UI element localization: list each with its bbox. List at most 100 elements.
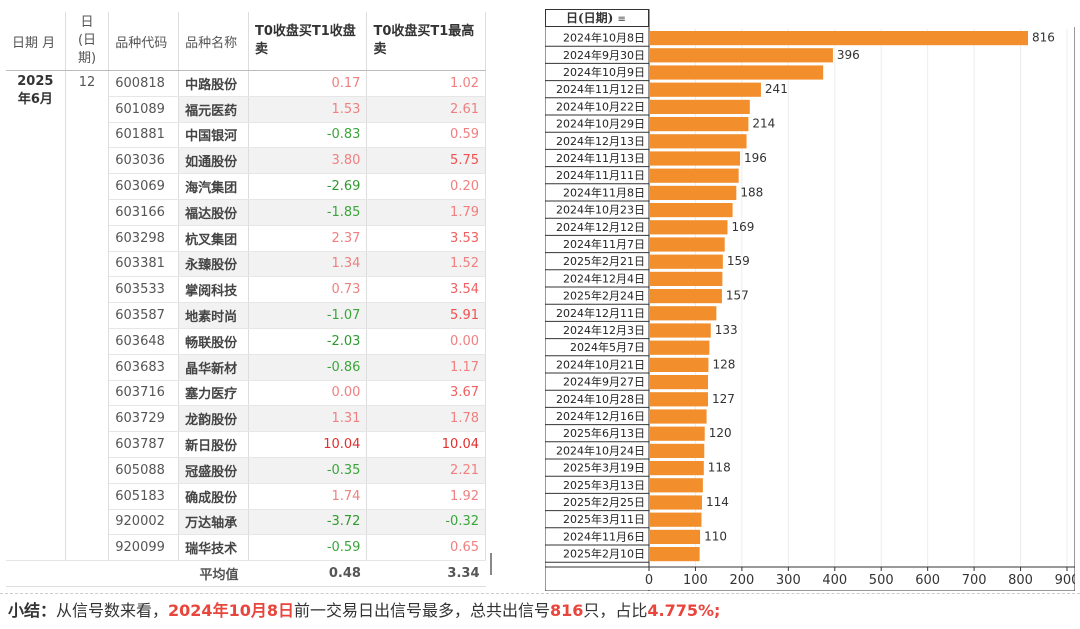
- bar[interactable]: [649, 254, 723, 269]
- x-tick-label: 200: [729, 573, 754, 588]
- stock-code: 603298: [108, 225, 180, 252]
- table-row[interactable]: 603683 晶华新材 -0.86 1.17: [6, 354, 486, 381]
- bar[interactable]: [649, 117, 749, 132]
- col-header-t1-high[interactable]: T0收盘买T1最高卖: [366, 12, 486, 71]
- bar[interactable]: [649, 512, 702, 527]
- bar-value-label: 157: [726, 289, 749, 303]
- category-label: 2024年11月7日: [563, 237, 645, 251]
- bar[interactable]: [649, 48, 833, 63]
- summary-text-1: 从信号数来看，: [56, 601, 169, 620]
- stock-name: 万达轴承: [178, 509, 249, 536]
- bar[interactable]: [649, 271, 723, 286]
- bar[interactable]: [649, 134, 747, 149]
- table-row[interactable]: 605183 确成股份 1.74 1.92: [6, 483, 486, 510]
- bar[interactable]: [649, 306, 717, 321]
- bar[interactable]: [649, 443, 705, 458]
- table-row[interactable]: 603036 如通股份 3.80 5.75: [6, 147, 486, 175]
- bar[interactable]: [649, 82, 761, 97]
- table-row[interactable]: 603787 新日股份 10.04 10.04: [6, 431, 486, 458]
- x-tick-label: 300: [776, 573, 801, 588]
- table-row[interactable]: 603533 掌阅科技 0.73 3.54: [6, 276, 486, 304]
- bar[interactable]: [649, 220, 728, 235]
- stock-code: 603381: [108, 251, 180, 278]
- bar[interactable]: [649, 357, 709, 372]
- t1-close-return: 1.34: [248, 251, 368, 278]
- category-label: 2024年11月8日: [563, 185, 645, 199]
- table-row[interactable]: 920002 万达轴承 -3.72 -0.32: [6, 509, 486, 536]
- table-row[interactable]: 603069 海汽集团 -2.69 0.20: [6, 173, 486, 200]
- bar[interactable]: [649, 237, 725, 252]
- table-scrollbar[interactable]: [490, 553, 492, 575]
- category-label: 2024年5月7日: [570, 340, 645, 354]
- table-row[interactable]: 603716 塞力医疗 0.00 3.67: [6, 380, 486, 407]
- table-row[interactable]: 603587 地素时尚 -1.07 5.91: [6, 302, 486, 329]
- group-day: 12: [65, 70, 110, 562]
- t1-high-return: 2.61: [366, 96, 486, 123]
- stock-code: 603166: [108, 199, 180, 226]
- t1-high-return: 3.54: [366, 276, 486, 304]
- table-row[interactable]: 601089 福元医药 1.53 2.61: [6, 96, 486, 123]
- bar[interactable]: [649, 151, 741, 166]
- bar[interactable]: [649, 529, 701, 544]
- category-label: 2024年10月23日: [556, 203, 645, 217]
- bar[interactable]: [649, 478, 703, 493]
- col-header-code[interactable]: 品种代码: [108, 12, 180, 71]
- table-row[interactable]: 603729 龙韵股份 1.31 1.78: [6, 405, 486, 433]
- bar[interactable]: [649, 375, 708, 390]
- t1-close-return: -0.59: [248, 534, 368, 562]
- col-header-date[interactable]: 日期 月: [6, 12, 66, 71]
- bar[interactable]: [649, 203, 733, 218]
- bar[interactable]: [649, 99, 750, 114]
- table-row[interactable]: 603648 畅联股份 -2.03 0.00: [6, 328, 486, 355]
- x-tick-label: 0: [645, 573, 653, 588]
- summary-pct: 4.775%;: [647, 601, 721, 620]
- t1-high-return: 1.52: [366, 251, 486, 278]
- col-header-name[interactable]: 品种名称: [178, 12, 249, 71]
- bar[interactable]: [649, 392, 708, 407]
- bar[interactable]: [649, 461, 704, 476]
- bar[interactable]: [649, 185, 737, 200]
- t1-close-return: -0.86: [248, 354, 368, 381]
- sort-icon[interactable]: ≡: [617, 14, 626, 25]
- t1-close-return: -0.83: [248, 122, 368, 149]
- stock-grid: 日期 月 日(日期) 品种代码 品种名称 T0收盘买T1收盘卖 T0收盘买T1最…: [6, 12, 486, 587]
- bar[interactable]: [649, 426, 705, 441]
- t1-high-return: 1.78: [366, 405, 486, 433]
- category-label: 2025年2月24日: [563, 289, 645, 303]
- table-row[interactable]: 2025年6月 12 600818 中路股份 0.17 1.02: [6, 70, 486, 562]
- category-label: 2024年11月13日: [556, 151, 645, 165]
- bar[interactable]: [649, 547, 700, 562]
- bar[interactable]: [649, 340, 710, 355]
- table-row[interactable]: 603298 杭叉集团 2.37 3.53: [6, 225, 486, 252]
- bar[interactable]: [649, 168, 739, 183]
- table-row[interactable]: 605088 冠盛股份 -0.35 2.21: [6, 457, 486, 484]
- category-label: 2025年2月21日: [563, 254, 645, 268]
- t1-high-return: 0.65: [366, 534, 486, 562]
- category-label: 2024年11月6日: [563, 529, 645, 543]
- table-row[interactable]: 603166 福达股份 -1.85 1.79: [6, 199, 486, 226]
- table-row[interactable]: 601881 中国银河 -0.83 0.59: [6, 122, 486, 149]
- bar[interactable]: [649, 323, 711, 338]
- bar[interactable]: [649, 409, 707, 424]
- bar-value-label: 128: [712, 357, 735, 371]
- col-header-day[interactable]: 日(日期): [65, 12, 110, 71]
- average-t1-close: 0.48: [248, 560, 367, 587]
- table-row[interactable]: 920099 瑞华技术 -0.59 0.65: [6, 534, 486, 562]
- stock-name: 福达股份: [178, 199, 249, 226]
- bar-chart: 2024年10月8日 816 2024年9月30日 396 2024年10月9日 2024…: [545, 9, 1075, 591]
- stock-code: 920099: [108, 534, 180, 562]
- category-label: 2025年3月11日: [563, 512, 645, 526]
- stock-name: 掌阅科技: [178, 276, 249, 304]
- category-label: 2024年10月9日: [563, 65, 645, 79]
- category-label: 2024年10月28日: [556, 392, 645, 406]
- stock-name: 杭叉集团: [178, 225, 249, 252]
- t1-close-return: 1.53: [248, 96, 368, 123]
- bar[interactable]: [649, 31, 1028, 46]
- group-month: 2025年6月: [6, 70, 66, 562]
- t1-close-return: 1.31: [248, 405, 368, 433]
- bar[interactable]: [649, 495, 702, 510]
- bar[interactable]: [649, 289, 722, 304]
- bar[interactable]: [649, 65, 824, 80]
- col-header-t1-close[interactable]: T0收盘买T1收盘卖: [248, 12, 368, 71]
- table-row[interactable]: 603381 永臻股份 1.34 1.52: [6, 251, 486, 278]
